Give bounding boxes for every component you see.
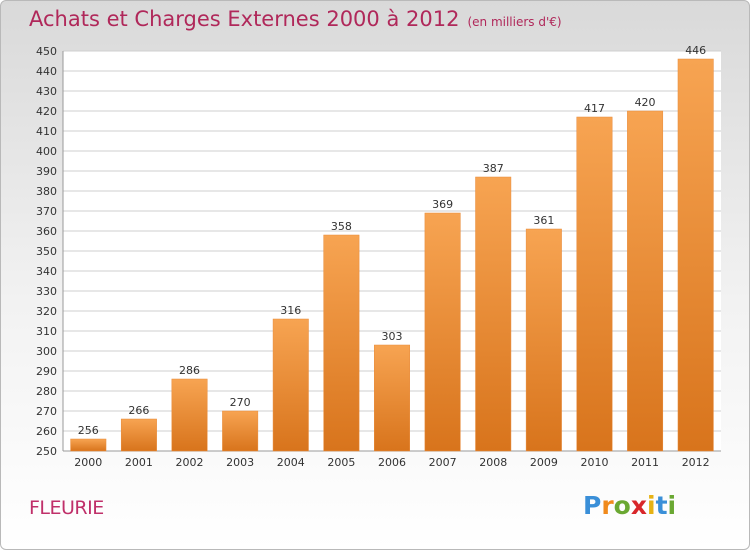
data-label-2007: 369 bbox=[432, 198, 453, 211]
x-tick-label-2012: 2012 bbox=[682, 456, 710, 469]
data-label-2001: 266 bbox=[128, 404, 149, 417]
x-tick-label-2001: 2001 bbox=[125, 456, 153, 469]
y-tick-label: 340 bbox=[36, 265, 57, 278]
chart-title-text: Achats et Charges Externes 2000 à 2012 bbox=[29, 7, 460, 31]
y-tick-label: 290 bbox=[36, 365, 57, 378]
x-tick-label-2000: 2000 bbox=[74, 456, 102, 469]
chart-title: Achats et Charges Externes 2000 à 2012 (e… bbox=[29, 7, 562, 31]
y-tick-label: 400 bbox=[36, 145, 57, 158]
bar-2006 bbox=[374, 344, 410, 452]
bar-2005 bbox=[323, 234, 360, 452]
y-tick-label: 370 bbox=[36, 205, 57, 218]
y-tick-label: 360 bbox=[36, 225, 57, 238]
x-tick-label-2007: 2007 bbox=[429, 456, 457, 469]
x-tick-label-2009: 2009 bbox=[530, 456, 558, 469]
x-tick-label-2011: 2011 bbox=[631, 456, 659, 469]
bar-2012 bbox=[677, 58, 714, 452]
bar-2004 bbox=[272, 318, 309, 452]
y-tick-label: 420 bbox=[36, 105, 57, 118]
bar-2009 bbox=[525, 228, 562, 452]
x-tick-label-2002: 2002 bbox=[176, 456, 204, 469]
y-tick-label: 300 bbox=[36, 345, 57, 358]
data-label-2010: 417 bbox=[584, 102, 605, 115]
y-tick-label: 440 bbox=[36, 65, 57, 78]
y-tick-label: 280 bbox=[36, 385, 57, 398]
data-label-2004: 316 bbox=[280, 304, 301, 317]
data-label-2006: 303 bbox=[382, 330, 403, 343]
proxiti-logo: Proxiti bbox=[583, 491, 677, 520]
data-label-2011: 420 bbox=[635, 96, 656, 109]
location-name: FLEURIE bbox=[29, 497, 104, 519]
y-tick-label: 450 bbox=[36, 45, 57, 58]
bar-2008 bbox=[475, 176, 512, 452]
y-tick-label: 250 bbox=[36, 445, 57, 458]
x-tick-label-2008: 2008 bbox=[479, 456, 507, 469]
x-tick-label-2005: 2005 bbox=[327, 456, 355, 469]
data-label-2002: 286 bbox=[179, 364, 200, 377]
x-tick-label-2006: 2006 bbox=[378, 456, 406, 469]
x-tick-label-2003: 2003 bbox=[226, 456, 254, 469]
data-label-2008: 387 bbox=[483, 162, 504, 175]
data-label-2005: 358 bbox=[331, 220, 352, 233]
data-label-2009: 361 bbox=[533, 214, 554, 227]
x-tick-label-2010: 2010 bbox=[580, 456, 608, 469]
bar-2001 bbox=[120, 418, 157, 452]
data-label-2012: 446 bbox=[685, 44, 706, 57]
y-tick-label: 380 bbox=[36, 185, 57, 198]
y-tick-label: 310 bbox=[36, 325, 57, 338]
y-tick-label: 430 bbox=[36, 85, 57, 98]
y-tick-label: 330 bbox=[36, 285, 57, 298]
y-tick-label: 350 bbox=[36, 245, 57, 258]
data-label-2000: 256 bbox=[78, 424, 99, 437]
bar-2002 bbox=[171, 378, 208, 452]
bar-2003 bbox=[222, 410, 259, 452]
bar-2011 bbox=[627, 110, 664, 452]
y-tick-label: 410 bbox=[36, 125, 57, 138]
y-tick-label: 270 bbox=[36, 405, 57, 418]
y-tick-label: 390 bbox=[36, 165, 57, 178]
data-label-2003: 270 bbox=[230, 396, 251, 409]
y-tick-label: 320 bbox=[36, 305, 57, 318]
x-tick-label-2004: 2004 bbox=[277, 456, 305, 469]
y-tick-label: 260 bbox=[36, 425, 57, 438]
bar-2000 bbox=[70, 438, 107, 452]
bar-2010 bbox=[576, 116, 613, 452]
bar-2007 bbox=[424, 212, 461, 452]
chart-subtitle: (en milliers d'€) bbox=[467, 15, 562, 29]
